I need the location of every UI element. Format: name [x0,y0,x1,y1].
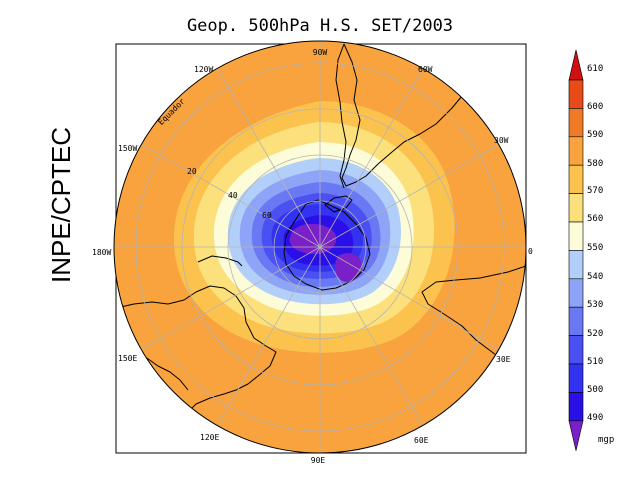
lon-label-60e: 60E [414,436,429,445]
map-disc-border [113,40,527,454]
colorbar-box-600-610 [568,79,584,109]
colorbar-arrow-top [568,49,584,81]
lon-label-0: 0 [528,247,533,256]
colorbar-boxes [568,49,584,451]
colorbar-box-560-570 [568,193,584,223]
meridian-120e [216,246,321,427]
credit-label: INPE/CPTEC [46,127,76,283]
colorbar-tick-510: 510 [587,357,603,367]
south-america-west-coast [335,43,347,189]
lon-label-120e: 120E [200,433,219,442]
colorbar-tick-570: 570 [587,186,603,196]
lat-label-60: 60 [262,211,272,220]
colorbar-box-490-500 [568,392,584,422]
colorbar-tick-490: 490 [587,413,603,423]
meridian-150w [140,143,321,248]
lon-label-150e: 150E [118,354,137,363]
meridian-30e [319,246,500,351]
antarctic-peninsula [324,195,353,213]
colorbar-box-540-550 [568,250,584,280]
lon-label-150w: 150W [118,144,137,153]
colorbar-tick-610: 610 [587,64,603,74]
map-disc [114,41,526,453]
colorbar-box-500-510 [568,363,584,393]
southern-islands [197,255,243,267]
coastlines [115,43,526,453]
meridian-30w [319,143,500,248]
colorbar-tick-580: 580 [587,159,603,169]
lat-label-20: 20 [187,167,197,176]
colorbar-tick-600: 600 [587,102,603,112]
lat-label-40: 40 [228,191,238,200]
south-america-east-coast [341,43,471,187]
colorbar-box-530-540 [568,278,584,308]
colorbar-tick-560: 560 [587,214,603,224]
lon-label-180w: 180W [92,248,111,257]
colorbar-box-590-600 [568,108,584,138]
field-low-secondary [335,253,363,282]
meridian-120w [216,67,321,248]
colorbar-arrow-bottom [568,420,584,451]
colorbar-tick-530: 530 [587,300,603,310]
colorbar-box-520-530 [568,306,584,336]
lon-label-30e: 30E [496,355,511,364]
map-title: Geop. 500hPa H.S. SET/2003 [187,16,453,36]
colorbar-tick-540: 540 [587,272,603,282]
colorbar-tick-500: 500 [587,385,603,395]
colorbar-tick-590: 590 [587,130,603,140]
lon-label-30w: 30W [494,136,509,145]
lon-label-90w: 90W [313,48,328,57]
colorbar-box-570-580 [568,164,584,194]
colorbar-box-580-590 [568,136,584,166]
antarctica-outline [283,199,371,291]
africa-outline [421,265,526,375]
lon-label-120w: 120W [194,65,213,74]
colorbar-unit: mgp [598,435,614,445]
colorbar-tick-520: 520 [587,329,603,339]
meridian-60e [319,246,424,427]
graticule [114,41,526,453]
colorbar: 610 600 590 580 570 560 550 540 530 520 … [568,49,614,451]
colorbar-box-510-520 [568,335,584,365]
colorbar-tick-550: 550 [587,243,603,253]
field-low-center [289,223,337,255]
colorbar-box-550-560 [568,221,584,251]
meridian-60w [319,67,424,248]
australia-outline [115,285,277,453]
lon-label-90e: 90E [311,456,326,465]
meridian-150e [140,246,321,351]
lon-label-60w: 60W [418,65,433,74]
